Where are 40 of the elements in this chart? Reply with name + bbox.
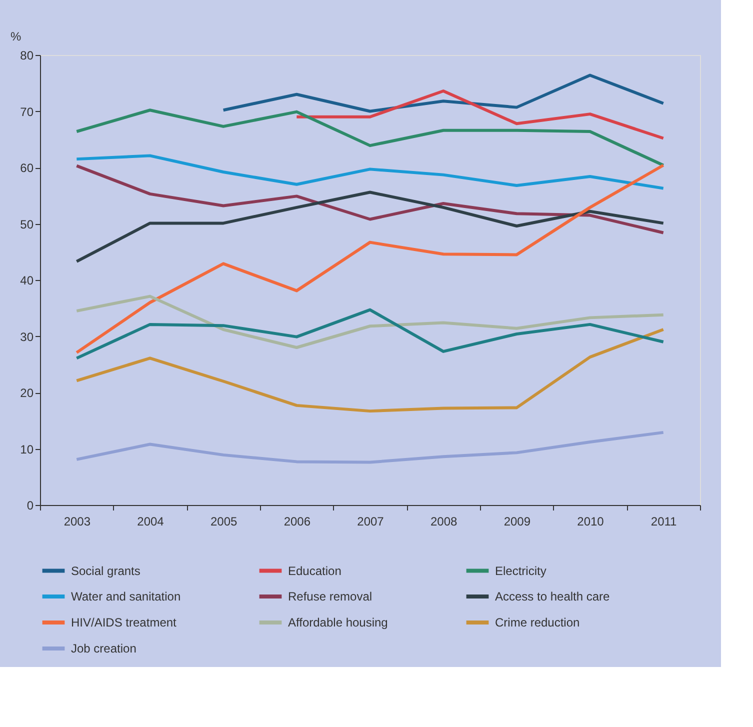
legend-label: Water and sanitation [71, 590, 181, 604]
legend-label: Job creation [71, 642, 136, 656]
legend-label: Electricity [495, 564, 546, 578]
line-series [75, 294, 665, 349]
line-series [75, 108, 665, 167]
line-series [75, 328, 665, 413]
x-tick-label: 2007 [357, 514, 384, 528]
line-series [75, 430, 665, 464]
line-series [222, 74, 665, 113]
x-tick-label: 2004 [137, 514, 164, 528]
line-series [75, 154, 665, 190]
x-tick-label: 2008 [430, 514, 458, 528]
legend-label: HIV/AIDS treatment [71, 616, 178, 630]
y-tick-label: 40 [20, 274, 34, 288]
x-tick-label: 2011 [650, 514, 678, 528]
y-tick-label: 70 [20, 104, 34, 119]
y-tick-label: 50 [20, 217, 34, 232]
legend-label: Refuse removal [288, 590, 372, 604]
line-series [75, 164, 665, 354]
legend-label: Education [288, 564, 342, 578]
line-series [75, 308, 665, 360]
y-tick-label: 80 [20, 48, 34, 62]
x-tick-label: 2003 [64, 514, 91, 528]
line-series [75, 190, 665, 263]
legend-label: Affordable housing [288, 616, 388, 630]
y-axis-title: % [10, 30, 22, 44]
legend-label: Social grants [71, 564, 140, 578]
y-tick-label: 30 [20, 330, 34, 344]
y-tick-label: 10 [20, 442, 34, 456]
legend-label: Access to health care [495, 590, 610, 604]
legend-label: Crime reduction [495, 616, 580, 630]
x-tick-label: 2010 [577, 514, 604, 528]
y-tick-label: 60 [20, 161, 34, 175]
y-tick-label: 20 [20, 386, 34, 400]
x-tick-label: 2009 [504, 514, 531, 528]
line-series [75, 164, 665, 234]
x-tick-label: 2006 [284, 514, 311, 528]
line-series [295, 90, 665, 140]
x-tick-label: 2005 [210, 514, 238, 528]
y-tick-label: 0 [26, 498, 34, 512]
